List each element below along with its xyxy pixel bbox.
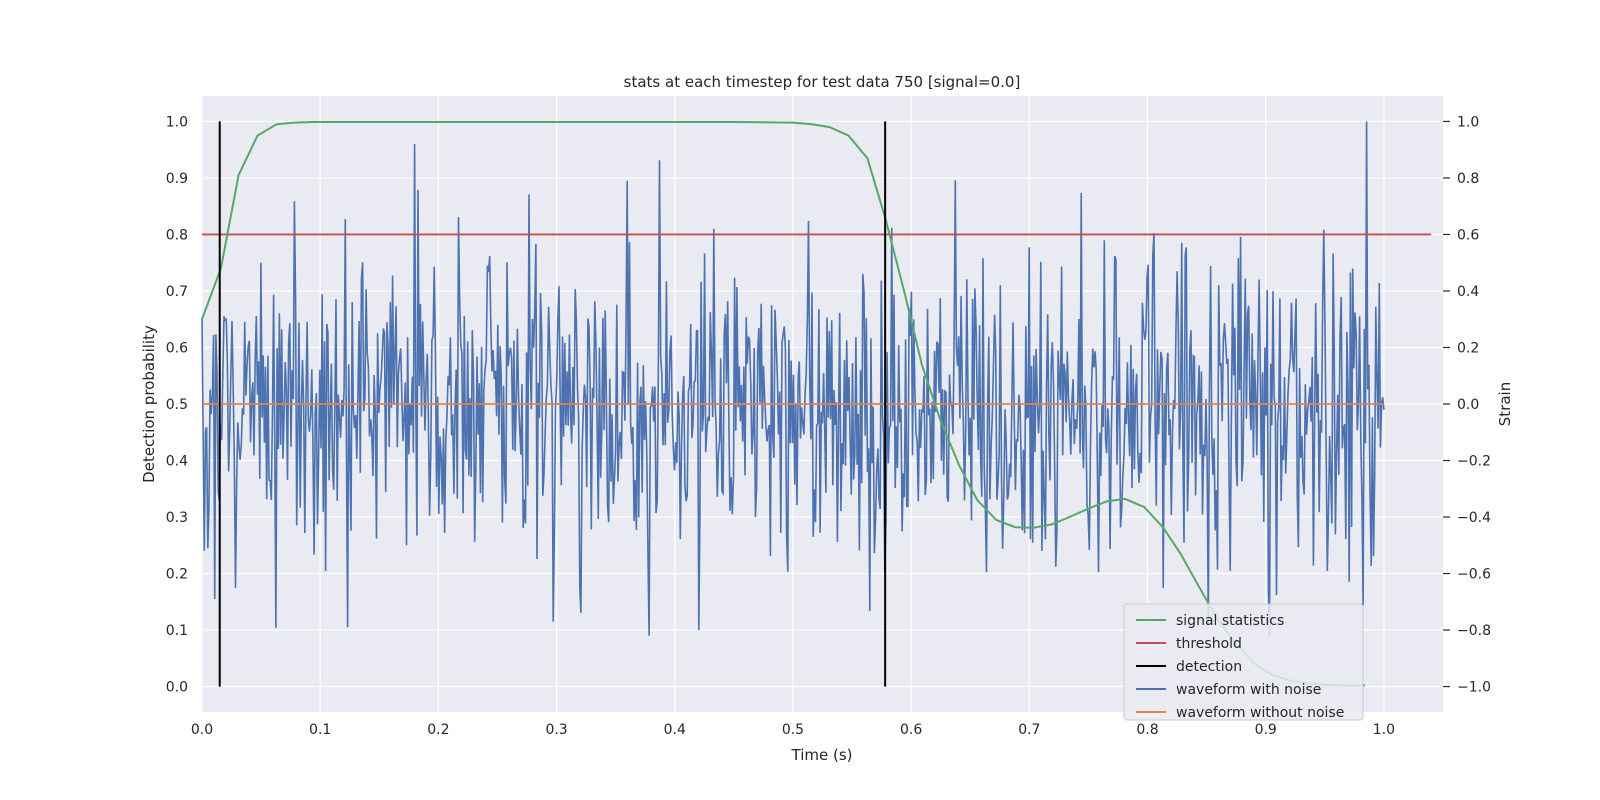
legend-label: threshold <box>1176 636 1242 652</box>
y-tick-label: 0.3 <box>166 510 188 526</box>
y2-tick-label: 0.6 <box>1457 227 1479 243</box>
x-tick-label: 0.2 <box>427 722 449 738</box>
x-tick-label: 0.5 <box>782 722 804 738</box>
legend-label: waveform with noise <box>1176 682 1321 698</box>
y-tick-label: 1.0 <box>166 114 188 130</box>
y2-tick-label: −0.4 <box>1457 510 1491 526</box>
x-tick-label: 0.3 <box>545 722 567 738</box>
y-tick-label: 0.2 <box>166 567 188 583</box>
x-tick-label: 0.8 <box>1136 722 1158 738</box>
y2-tick-label: −0.2 <box>1457 454 1491 470</box>
y-tick-label: 0.7 <box>166 284 188 300</box>
x-tick-label: 0.1 <box>309 722 331 738</box>
legend-label: waveform without noise <box>1176 705 1344 721</box>
legend-label: detection <box>1176 659 1242 675</box>
x-tick-label: 1.0 <box>1373 722 1395 738</box>
x-axis-title: Time (s) <box>791 746 853 764</box>
x-tick-label: 0.9 <box>1255 722 1277 738</box>
y2-tick-label: 0.0 <box>1457 397 1479 413</box>
y-tick-label: 0.1 <box>166 623 188 639</box>
y2-tick-label: −0.8 <box>1457 623 1491 639</box>
y-tick-label: 0.0 <box>166 680 188 696</box>
x-tick-label: 0.4 <box>664 722 686 738</box>
y2-tick-label: 0.8 <box>1457 171 1479 187</box>
x-tick-label: 0.7 <box>1018 722 1040 738</box>
y-tick-label: 0.9 <box>166 171 188 187</box>
y2-tick-label: 0.4 <box>1457 284 1479 300</box>
y-tick-label: 0.5 <box>166 397 188 413</box>
x-tick-label: 0.6 <box>900 722 922 738</box>
y-tick-label: 0.4 <box>166 454 188 470</box>
y-tick-label: 0.8 <box>166 227 188 243</box>
y-tick-label: 0.6 <box>166 340 188 356</box>
chart-title: stats at each timestep for test data 750… <box>624 73 1021 91</box>
legend-box <box>1123 603 1364 721</box>
y2-tick-label: 0.2 <box>1457 340 1479 356</box>
y2-axis-title: Strain <box>1496 382 1514 426</box>
y2-tick-label: −0.6 <box>1457 567 1491 583</box>
y2-tick-label: 1.0 <box>1457 114 1479 130</box>
y2-tick-label: −1.0 <box>1457 680 1491 696</box>
tick-layer: 0.0 0.1 0.2 0.3 0.4 0.5 0.6 0.7 0.8 0.9 1.0 0.0 0.1 0… <box>166 114 1491 738</box>
waveform-with-noise-line <box>201 121 1385 636</box>
x-tick-label: 0.0 <box>191 722 213 738</box>
legend-label: signal statistics <box>1176 613 1284 629</box>
legend: signal statistics threshold detection wavef… <box>1123 603 1364 721</box>
y-axis-title: Detection probability <box>140 325 158 483</box>
